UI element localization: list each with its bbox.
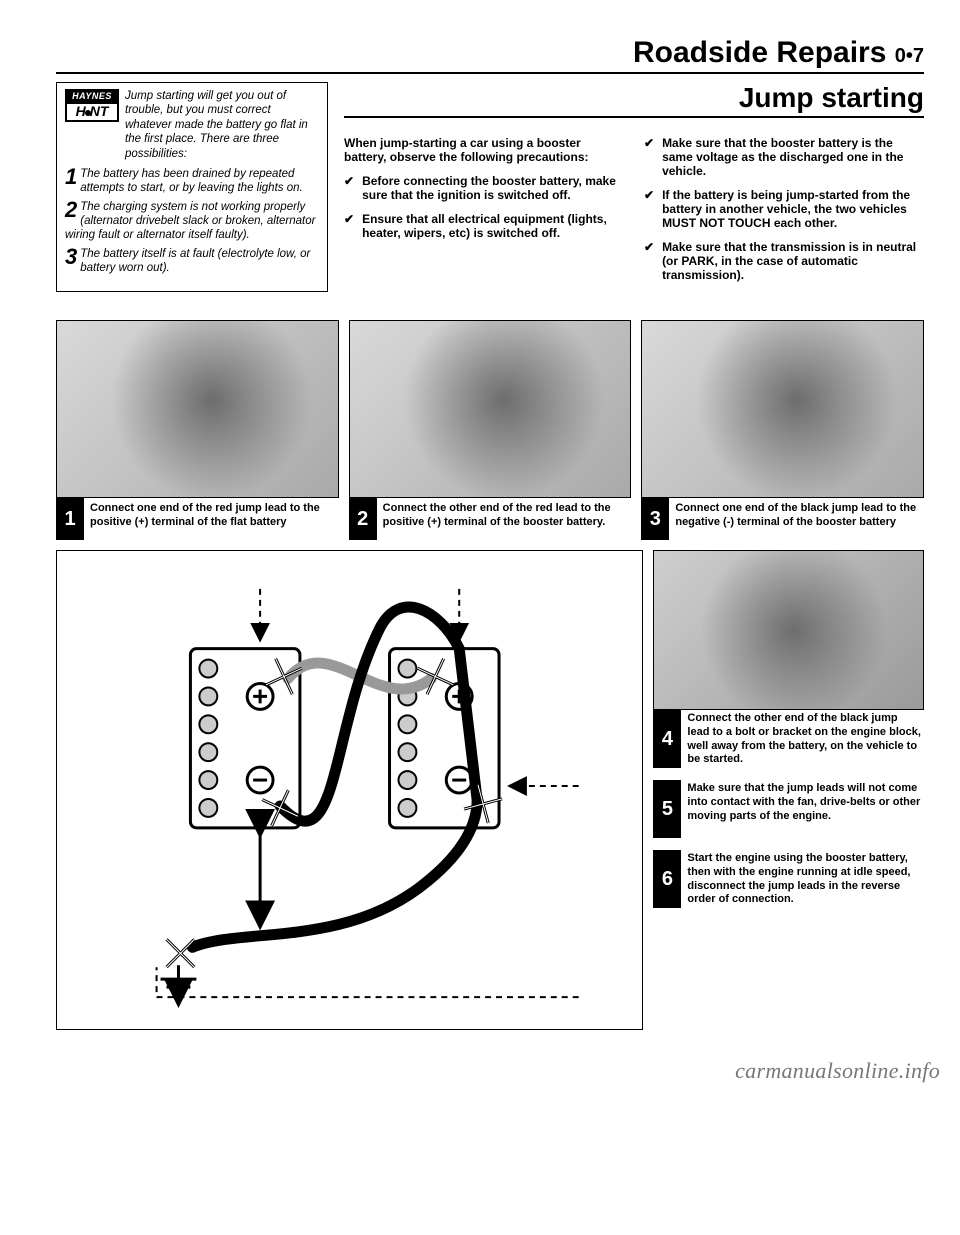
haynes-hint-badge: HAYNES HNT [65, 89, 119, 161]
step-photo [349, 320, 632, 498]
step-text: Connect the other end of the red lead to… [377, 498, 632, 540]
step-block: 1 Connect one end of the red jump lead t… [56, 320, 339, 540]
step-photo [653, 550, 924, 710]
diagram-svg [71, 569, 628, 1015]
section-title: Jump starting [344, 82, 924, 118]
step-block: 6 Start the engine using the booster bat… [653, 850, 924, 908]
precaution-item: ✔Ensure that all electrical equipment (l… [344, 212, 624, 240]
check-icon: ✔ [344, 212, 354, 240]
check-icon: ✔ [644, 240, 654, 282]
precautions-intro: When jump-starting a car using a booster… [344, 136, 624, 164]
check-icon: ✔ [644, 136, 654, 178]
step-number: 4 [653, 710, 681, 768]
page-number: 0•7 [895, 45, 924, 67]
step-number: 3 [641, 498, 669, 540]
step-block: 3 Connect one end of the black jump lead… [641, 320, 924, 540]
step-number: 5 [653, 780, 681, 838]
jump-lead-diagram [56, 550, 643, 1030]
check-icon: ✔ [644, 188, 654, 230]
hint-box: HAYNES HNT Jump starting will get you ou… [56, 82, 328, 292]
footer-watermark: carmanualsonline.info [0, 1050, 960, 1098]
step-block: 5 Make sure that the jump leads will not… [653, 780, 924, 838]
precautions: When jump-starting a car using a booster… [344, 136, 924, 292]
step-photo [641, 320, 924, 498]
page-header: Roadside Repairs 0•7 [56, 36, 924, 74]
step-number: 1 [56, 498, 84, 540]
badge-top-label: HAYNES [65, 89, 119, 104]
precaution-item: ✔Make sure that the booster battery is t… [644, 136, 924, 178]
step-number: 2 [349, 498, 377, 540]
step-text: Make sure that the jump leads will not c… [681, 780, 924, 838]
precaution-item: ✔If the battery is being jump-started fr… [644, 188, 924, 230]
chapter-title: Roadside Repairs [633, 36, 886, 69]
step-text: Connect one end of the black jump lead t… [669, 498, 924, 540]
hint-item: 3The battery itself is at fault (electro… [65, 247, 319, 276]
step-text: Connect the other end of the black jump … [681, 710, 924, 768]
hint-item: 2The charging system is not working prop… [65, 200, 319, 243]
precaution-item: ✔Make sure that the transmission is in n… [644, 240, 924, 282]
step-number: 6 [653, 850, 681, 908]
hint-item: 1The battery has been drained by repeate… [65, 167, 319, 196]
precaution-item: ✔Before connecting the booster battery, … [344, 174, 624, 202]
step-text: Connect one end of the red jump lead to … [84, 498, 339, 540]
step-text: Start the engine using the booster batte… [681, 850, 924, 908]
step-block: 2 Connect the other end of the red lead … [349, 320, 632, 540]
hint-lead: Jump starting will get you out of troubl… [125, 89, 319, 161]
step-photo [56, 320, 339, 498]
step-block: 4 Connect the other end of the black jum… [653, 550, 924, 768]
check-icon: ✔ [344, 174, 354, 202]
